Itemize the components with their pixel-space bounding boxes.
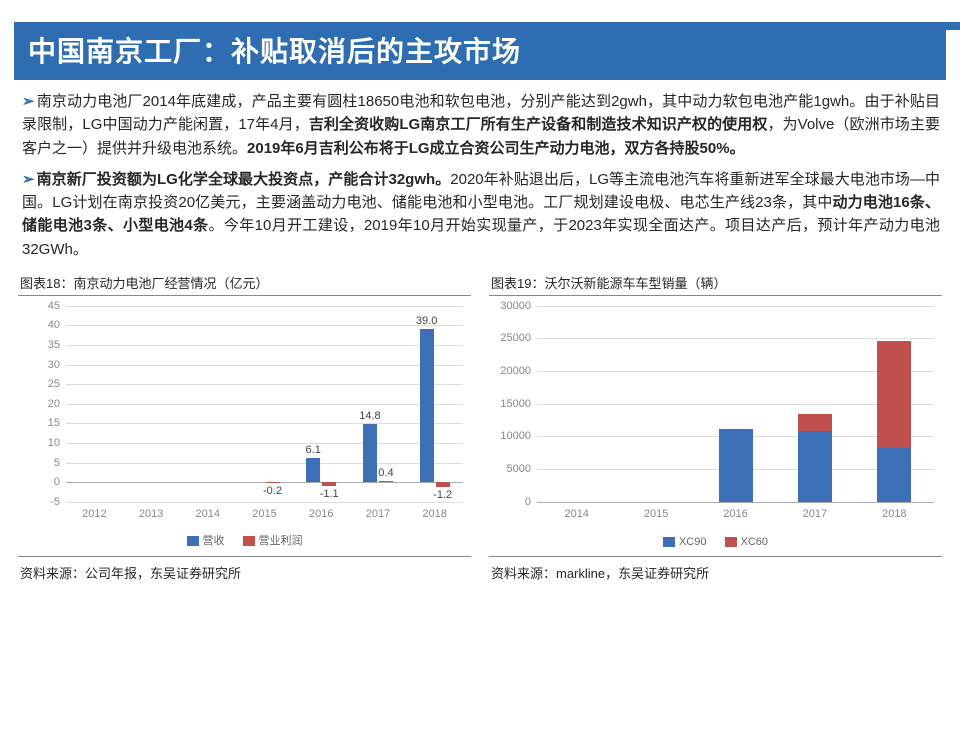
legend-label: XC60 [741,536,769,548]
y-tick-label: 45 [18,300,60,312]
x-tick-label: 2014 [537,508,616,520]
legend-swatch [725,537,737,547]
x-tick-label: 2015 [616,508,695,520]
bar: -0.2 [266,482,280,483]
y-tick-label: 5000 [489,463,531,475]
bar [798,431,832,502]
plot-area [537,306,934,502]
y-tick-label: 35 [18,339,60,351]
bars-layer [537,306,934,502]
y-tick-label: 30 [18,359,60,371]
chart-left-title: 图表18：南京动力电池厂经营情况（亿元） [18,269,471,296]
bullet-icon: ➢ [22,171,35,188]
paragraph: ➢南京动力电池厂2014年底建成，产品主要有圆柱18650电池和软包电池，分别产… [22,90,940,160]
bar: 0.4 [379,481,393,483]
bar [877,341,911,448]
y-tick-label: 25000 [489,332,531,344]
bar-value-label: -1.1 [320,488,339,500]
x-labels: 20142015201620172018 [537,508,934,520]
legend-item: XC60 [725,536,769,548]
y-tick-label: 20000 [489,365,531,377]
text-run: 2019年6月吉利公布将于LG成立合资公司生产动力电池，双方各持股50%。 [247,140,745,157]
bar: 14.8 [363,424,377,482]
y-tick-label: 40 [18,319,60,331]
bars-layer: -0.26.1-1.114.80.439.0-1.2 [66,306,463,502]
y-tick-label: 5 [18,457,60,469]
chart-left-source: 资料来源：公司年报，东吴证券研究所 [18,556,471,586]
chart-right-source: 资料来源：markline，东吴证券研究所 [489,556,942,586]
bar: -1.2 [436,482,450,487]
x-tick-label: 2015 [236,508,293,520]
bullet-icon: ➢ [22,93,35,110]
x-tick-label: 2018 [406,508,463,520]
gridline [66,502,463,503]
bar-value-label: 0.4 [378,467,393,479]
y-tick-label: 20 [18,398,60,410]
y-tick-label: 10 [18,437,60,449]
legend-label: XC90 [679,536,707,548]
bar [798,414,832,431]
legend-swatch [187,536,199,546]
x-tick-label: 2017 [350,508,407,520]
legend-label: 营业利润 [259,535,303,547]
legend-label: 营收 [203,535,225,547]
paragraph: ➢南京新厂投资额为LG化学全球最大投资点，产能合计32gwh。2020年补贴退出… [22,168,940,261]
chart-right-plot: 0500010000150002000025000300002014201520… [489,300,942,550]
body-text: ➢南京动力电池厂2014年底建成，产品主要有圆柱18650电池和软包电池，分别产… [22,90,940,261]
y-tick-label: 10000 [489,430,531,442]
text-run: 南京新厂投资额为LG化学全球最大投资点，产能合计32gwh。 [37,171,451,188]
legend-swatch [243,536,255,546]
bar [877,448,911,502]
bar-value-label: 39.0 [416,315,437,327]
y-tick-label: 15 [18,417,60,429]
y-tick-label: 30000 [489,300,531,312]
page-title: 中国南京工厂：补贴取消后的主攻市场 [14,22,946,80]
x-labels: 2012201320142015201620172018 [66,508,463,520]
y-tick-label: 0 [18,476,60,488]
legend-swatch [663,537,675,547]
legend-item: 营收 [187,532,225,548]
y-tick-label: 15000 [489,398,531,410]
chart-left-plot: -0.26.1-1.114.80.439.0-1.2-5051015202530… [18,300,471,550]
x-tick-label: 2016 [293,508,350,520]
bar-value-label: 14.8 [359,410,380,422]
bar: -1.1 [322,482,336,486]
chart-right: 图表19：沃尔沃新能源车车型销量（辆） 0 5000 10000 15000 20000… [489,269,942,586]
x-tick-label: 2014 [179,508,236,520]
bar: 39.0 [420,329,434,482]
bar-value-label: 6.1 [306,444,321,456]
bar-value-label: -0.2 [263,485,282,497]
x-tick-label: 2018 [855,508,934,520]
text-run: 吉利全资收购LG南京工厂所有生产设备和制造技术知识产权的使用权 [309,116,768,133]
y-tick-label: 0 [489,496,531,508]
x-tick-label: 2013 [123,508,180,520]
bar-value-label: -1.2 [433,489,452,501]
y-tick-label: 25 [18,378,60,390]
bar [719,429,753,502]
gridline [537,502,934,503]
legend: XC90 XC60 [489,536,942,548]
x-tick-label: 2012 [66,508,123,520]
y-tick-label: -5 [18,496,60,508]
x-tick-label: 2017 [775,508,854,520]
x-tick-label: 2016 [696,508,775,520]
legend-item: 营业利润 [243,532,303,548]
plot-area: -0.26.1-1.114.80.439.0-1.2 [66,306,463,502]
legend-item: XC90 [663,536,707,548]
chart-left: 图表18：南京动力电池厂经营情况（亿元） -0.26.1-1.114.80.43… [18,269,471,586]
bar: 6.1 [306,458,320,482]
legend: 营收 营业利润 [18,532,471,548]
top-accent-stripe [700,22,960,30]
chart-right-title: 图表19：沃尔沃新能源车车型销量（辆） [489,269,942,296]
